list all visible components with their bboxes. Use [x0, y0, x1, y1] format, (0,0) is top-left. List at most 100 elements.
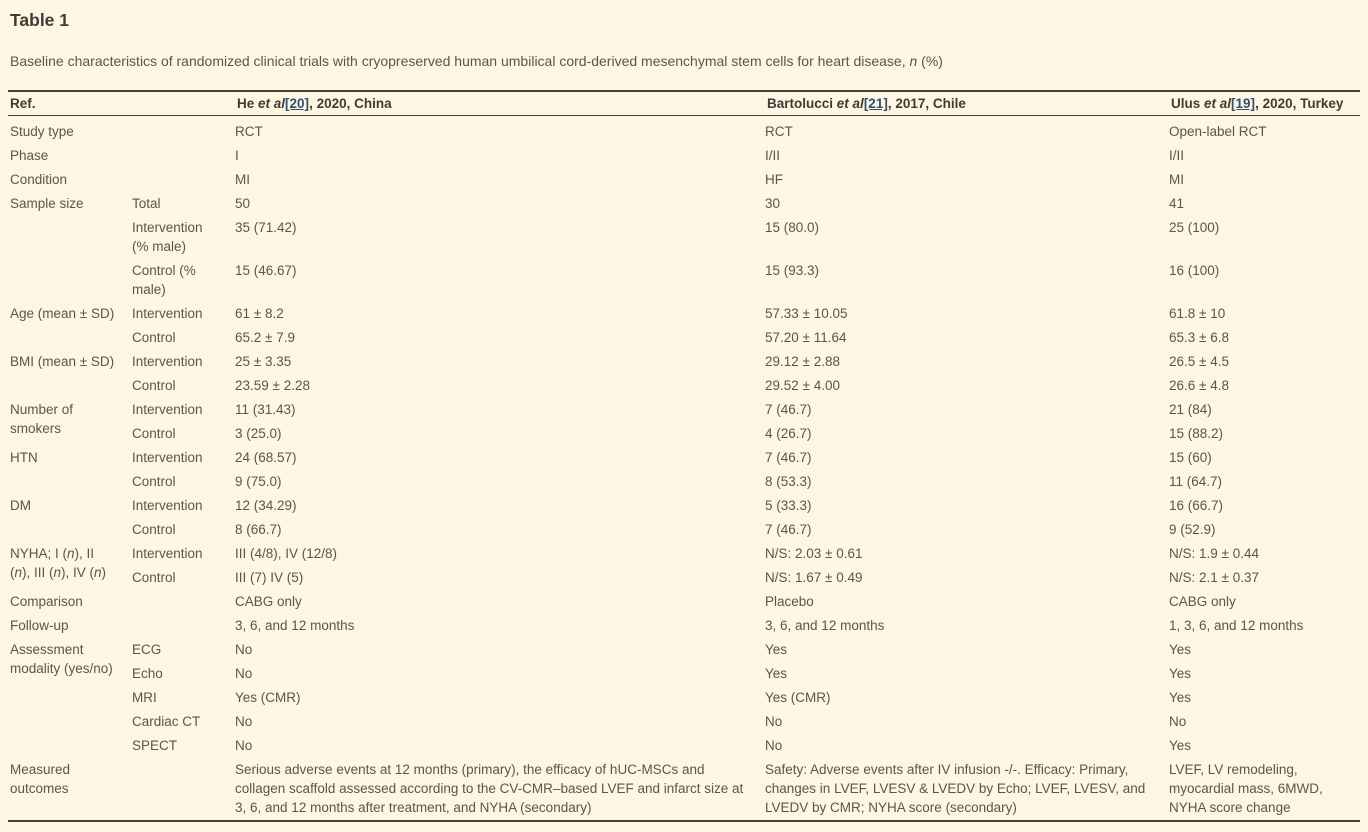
table-row: Control 23.59 ± 2.28 29.52 ± 4.00 26.6 ± 4.… [8, 374, 1360, 398]
cell-value: 24 (68.57) [235, 450, 297, 465]
table-row: HTN Intervention 24 (68.57) 7 (46.7) 15 (60) [8, 446, 1360, 470]
cell-value: Yes [765, 666, 788, 681]
row-sublabel: Cardiac CT [132, 714, 201, 729]
row-label: Number of smokers [10, 402, 74, 436]
row-sublabel: MRI [132, 690, 157, 705]
table-row: Comparison CABG only Placebo CABG only [8, 590, 1360, 614]
cell-value: Yes (CMR) [765, 690, 831, 705]
cell-value: 26.6 ± 4.8 [1169, 378, 1229, 393]
cell-value: N/S: 2.03 ± 0.61 [765, 546, 863, 561]
cell-value: LVEF, LV remodeling, myocardial mass, 6M… [1169, 762, 1323, 815]
row-sublabel: Control (% male) [132, 263, 196, 297]
cell-value: N/S: 1.67 ± 0.49 [765, 570, 863, 585]
cell-value: 16 (100) [1169, 263, 1220, 278]
cell-value: 15 (88.2) [1169, 426, 1224, 441]
table-row: NYHA; I (n), II (n), III (n), IV (n) Inte… [8, 542, 1360, 580]
table-row: Age (mean ± SD) Intervention 61 ± 8.2 57.33… [8, 302, 1360, 326]
cell-value: Yes [1169, 666, 1192, 681]
cell-value: Open-label RCT [1169, 124, 1267, 139]
row-sublabel: SPECT [132, 738, 178, 753]
cell-value: 50 [235, 196, 251, 211]
cell-value: 3, 6, and 12 months [235, 618, 355, 633]
row-sublabel [132, 590, 235, 614]
row-label: BMI (mean ± SD) [10, 354, 115, 369]
row-sublabel: Control [132, 378, 176, 393]
table-row: Control 8 (66.7) 7 (46.7) 9 (52.9) [8, 518, 1360, 542]
table-row: Condition MI HF MI [8, 168, 1360, 192]
row-sublabel [132, 144, 235, 168]
cell-value: 29.12 ± 2.88 [765, 354, 840, 369]
cell-value: 25 (100) [1169, 220, 1220, 235]
cell-value: No [235, 738, 253, 753]
table-row: Cardiac CT No No No [8, 710, 1360, 734]
row-sublabel: Intervention (% male) [132, 220, 203, 254]
cell-value: RCT [235, 124, 263, 139]
table-row: Echo No Yes Yes [8, 662, 1360, 686]
cell-value: 65.3 ± 6.8 [1169, 330, 1229, 345]
cell-value: No [765, 738, 783, 753]
cell-value: 7 (46.7) [765, 450, 812, 465]
table-row: BMI (mean ± SD) Intervention 25 ± 3.35 29.1… [8, 350, 1360, 374]
row-sublabel: ECG [132, 642, 162, 657]
row-sublabel: Echo [132, 666, 163, 681]
cell-value: 7 (46.7) [765, 522, 812, 537]
cell-value: No [1169, 714, 1187, 729]
table-row: Measured outcomes Serious adverse events … [8, 758, 1360, 821]
cell-value: III (7) IV (5) [235, 570, 304, 585]
table-row: Phase I I/II I/II [8, 144, 1360, 168]
reference-link[interactable]: [20] [285, 96, 310, 111]
row-label: Comparison [10, 594, 83, 609]
cell-value: MI [1169, 172, 1185, 187]
cell-value: I/II [765, 148, 781, 163]
cell-value: III (4/8), IV (12/8) [235, 546, 338, 561]
cell-value: 9 (75.0) [235, 474, 282, 489]
cell-value: Yes [1169, 738, 1192, 753]
cell-value: 12 (34.29) [235, 498, 297, 513]
cell-value: 29.52 ± 4.00 [765, 378, 840, 393]
col-header-study-2: Bartolucci et al[21], 2017, Chile [765, 91, 1170, 116]
table-row: MRI Yes (CMR) Yes (CMR) Yes [8, 686, 1360, 710]
table-row: Assessment modality (yes/no) ECG No Yes Yes [8, 638, 1360, 676]
row-label: Phase [10, 148, 49, 163]
col-header-study-1: He et al[20], 2020, China [235, 91, 766, 116]
cell-value: No [235, 714, 253, 729]
col-header-study-3: Ulus et al[19], 2020, Turkey [1169, 91, 1360, 116]
cell-value: Yes (CMR) [235, 690, 301, 705]
cell-value: 57.33 ± 10.05 [765, 306, 848, 321]
table-row: Follow-up 3, 6, and 12 months 3, 6, and 12… [8, 614, 1360, 638]
table-row: DM Intervention 12 (34.29) 5 (33.3) 16 (66.7… [8, 494, 1360, 518]
table-row: SPECT No No Yes [8, 734, 1360, 758]
table-caption: Baseline characteristics of randomized c… [10, 53, 943, 69]
cell-value: MI [235, 172, 251, 187]
row-label: DM [10, 498, 31, 513]
header-row: Ref. He et al[20], 2020, China Bartolucc… [8, 91, 1360, 116]
cell-value: Safety: Adverse events after IV infusion… [765, 762, 1146, 815]
cell-value: Yes [1169, 642, 1192, 657]
cell-value: 7 (46.7) [765, 402, 812, 417]
cell-value: 11 (31.43) [235, 402, 296, 417]
cell-value: Yes [1169, 690, 1192, 705]
reference-link[interactable]: [19] [1231, 96, 1256, 111]
table-row: Intervention (% male) 35 (71.42) 15 (80.0)… [8, 216, 1360, 259]
row-label: Study type [10, 124, 74, 139]
row-label: Assessment modality (yes/no) [10, 642, 113, 676]
cell-value: 41 [1169, 196, 1185, 211]
row-sublabel: Intervention [132, 402, 203, 417]
cell-value: 5 (33.3) [765, 498, 812, 513]
reference-link[interactable]: [21] [863, 96, 888, 111]
table-row: Study type RCT RCT Open-label RCT [8, 116, 1360, 145]
cell-value: 8 (53.3) [765, 474, 812, 489]
row-sublabel: Control [132, 426, 176, 441]
cell-value: HF [765, 172, 784, 187]
cell-value: 61 ± 8.2 [235, 306, 284, 321]
cell-value: 15 (93.3) [765, 263, 820, 278]
row-sublabel [132, 116, 235, 145]
cell-value: 1, 3, 6, and 12 months [1169, 618, 1304, 633]
row-sublabel [132, 168, 235, 192]
cell-value: I [235, 148, 239, 163]
row-sublabel: Control [132, 474, 176, 489]
cell-value: Yes [765, 642, 788, 657]
cell-value: 23.59 ± 2.28 [235, 378, 310, 393]
baseline-characteristics-table: Ref. He et al[20], 2020, China Bartolucc… [8, 90, 1360, 822]
